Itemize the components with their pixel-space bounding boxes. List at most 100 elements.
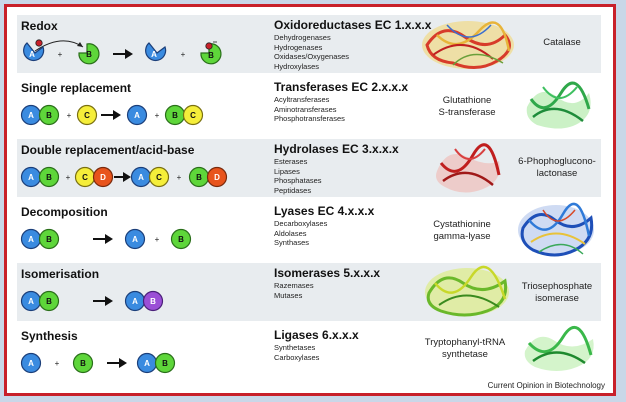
- molecule-b: B: [170, 228, 192, 250]
- reaction-arrow: [93, 296, 113, 306]
- svg-text:B: B: [46, 235, 52, 244]
- svg-text:C: C: [190, 111, 196, 120]
- molecule-a: A: [126, 104, 148, 126]
- molecule-b: B: [78, 43, 100, 65]
- enzyme-subclasses: Acyltransferases Aminotransferases Phosp…: [274, 95, 345, 123]
- svg-text:A: A: [134, 111, 140, 120]
- svg-text:+: +: [58, 50, 63, 59]
- svg-text:B: B: [150, 297, 156, 306]
- svg-text:B: B: [162, 359, 168, 368]
- reaction-title: Decomposition: [21, 205, 108, 219]
- svg-text:+: +: [155, 111, 160, 120]
- svg-text:A: A: [28, 173, 34, 182]
- svg-text:B: B: [46, 111, 52, 120]
- example-enzyme-name: Triosephosphate isomerase: [521, 281, 593, 304]
- molecule-c: C: [76, 104, 98, 126]
- reaction-arrow: [113, 49, 133, 59]
- molecule-b: B: [72, 352, 94, 374]
- example-enzyme-name: Cystathionine gamma-lyase: [433, 219, 491, 242]
- enzyme-subclasses: Razemases Mutases: [274, 281, 314, 300]
- example-enzyme-name: Tryptophanyl-tRNA synthetase: [424, 337, 506, 360]
- svg-text:D: D: [100, 173, 106, 182]
- svg-text:C: C: [156, 173, 162, 182]
- molecule-a: A: [23, 39, 45, 62]
- svg-text:+: +: [155, 235, 160, 244]
- enzyme-subclasses: Dehydrogenases Hydrogenases Oxidases/Oxy…: [274, 33, 350, 71]
- svg-text:A: A: [28, 111, 34, 120]
- reaction-arrow: [101, 110, 121, 120]
- reaction-arrow: [114, 172, 131, 182]
- svg-text:A: A: [28, 235, 34, 244]
- svg-text:A: A: [132, 297, 138, 306]
- svg-text:+: +: [66, 173, 71, 182]
- svg-text:A: A: [28, 359, 34, 368]
- svg-text:A: A: [144, 359, 150, 368]
- svg-text:A: A: [132, 235, 138, 244]
- reaction-title: Double replacement/acid-base: [21, 143, 195, 157]
- svg-text:+: +: [67, 111, 72, 120]
- row-isomerisation: Isomerisation A B A B Isomerases 5.x.x.x R…: [17, 263, 601, 321]
- reaction-equation-redox: A + B A + B: [23, 39, 222, 65]
- molecule-b: B: [200, 41, 222, 65]
- svg-text:+: +: [55, 359, 60, 368]
- enzyme-subclasses: Esterases Lipases Phosphatases Peptidase…: [274, 157, 322, 195]
- svg-text:B: B: [80, 359, 86, 368]
- protein-structure-tryptophanyl-trna-synthetase: [524, 325, 594, 371]
- molecule-a: A: [145, 42, 167, 62]
- enzyme-class: Lyases EC 4.x.x.x: [274, 204, 375, 218]
- enzyme-subclasses: Decarboxylases Aldolases Synthases: [274, 219, 328, 247]
- reaction-title: Isomerisation: [21, 267, 100, 281]
- protein-structure-glutathione-s-transferase: [526, 81, 591, 129]
- svg-text:+: +: [177, 173, 182, 182]
- svg-text:A: A: [28, 297, 34, 306]
- row-redox: Redox A + B A + B Oxidoreductases EC 1.x…: [17, 15, 601, 73]
- enzyme-class: Oxidoreductases EC 1.x.x.x: [274, 18, 432, 32]
- protein-structure-6-phosphogluconolactonase: [436, 143, 501, 193]
- protein-structure-catalase: [422, 21, 514, 69]
- enzyme-subclasses: Synthetases Carboxylases: [274, 343, 320, 362]
- reaction-title: Redox: [21, 19, 58, 33]
- svg-text:B: B: [172, 111, 178, 120]
- svg-text:B: B: [46, 297, 52, 306]
- svg-text:+: +: [181, 50, 186, 59]
- svg-text:B: B: [46, 173, 52, 182]
- reaction-arrow: [93, 234, 113, 244]
- svg-text:B: B: [196, 173, 202, 182]
- svg-text:B: B: [178, 235, 184, 244]
- example-enzyme-name: 6-Phophoglucono-lactonase: [518, 156, 596, 179]
- figure-frame: Redox A + B A + B Oxidoreductases EC 1.x…: [4, 4, 616, 396]
- svg-text:A: A: [151, 50, 157, 59]
- enzyme-class: Isomerases 5.x.x.x: [274, 266, 381, 280]
- svg-text:C: C: [84, 111, 90, 120]
- example-enzyme-name: Catalase: [543, 37, 581, 48]
- protein-structure-cystathionine-gamma-lyase: [518, 202, 594, 257]
- svg-text:B: B: [86, 50, 92, 59]
- svg-text:A: A: [29, 50, 35, 59]
- molecule-a: A: [20, 352, 42, 374]
- svg-text:A: A: [138, 173, 144, 182]
- enzyme-class: Hydrolases EC 3.x.x.x: [274, 142, 399, 156]
- enzyme-class: Transferases EC 2.x.x.x: [274, 80, 409, 94]
- svg-text:D: D: [214, 173, 220, 182]
- protein-structure-triosephosphate-isomerase: [425, 265, 509, 317]
- molecule-a: A: [124, 228, 146, 250]
- svg-text:B: B: [208, 51, 214, 60]
- reaction-arrow: [107, 358, 127, 368]
- svg-text:C: C: [82, 173, 88, 182]
